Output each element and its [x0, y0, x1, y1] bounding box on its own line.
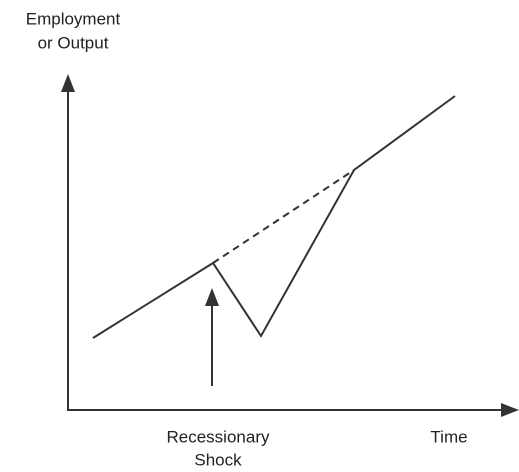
- annotation-label: Shock: [194, 450, 242, 469]
- trend-line: [212, 169, 355, 264]
- x-axis-label: Time: [430, 427, 467, 446]
- x-axis-arrowhead: [501, 403, 519, 417]
- annotation-label: Recessionary: [167, 427, 270, 446]
- output-path: [92, 95, 456, 339]
- y-axis-label: Employment: [26, 9, 121, 28]
- y-axis-label: or Output: [38, 33, 109, 52]
- shock-arrowhead: [205, 288, 219, 306]
- y-axis-arrowhead: [61, 74, 75, 92]
